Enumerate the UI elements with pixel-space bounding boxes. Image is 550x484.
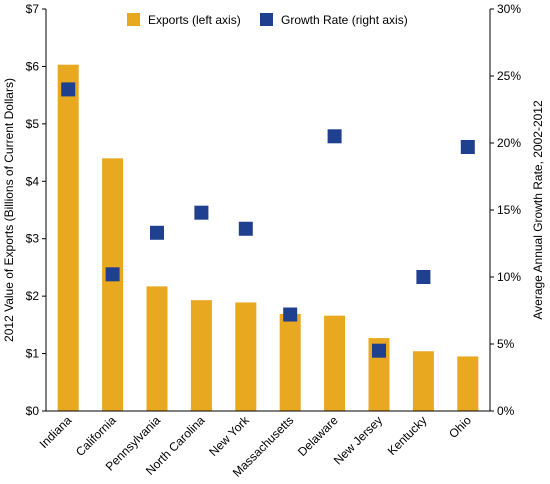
growth-rate-points — [61, 82, 475, 358]
left-tick-label: $5 — [26, 117, 40, 131]
right-tick-label: 15% — [497, 203, 521, 217]
x-tick-label: New York — [206, 413, 252, 459]
bar-indiana — [57, 64, 79, 411]
x-tick-label: Ohio — [446, 413, 474, 441]
left-tick-labels: $0 $1 $2 $3 $4 $5 $6 $7 — [26, 2, 40, 418]
right-tick-label: 0% — [497, 404, 515, 418]
point-north-carolina — [194, 205, 209, 220]
legend-exports-label: Exports (left axis) — [148, 13, 241, 27]
x-tick-label: Indiana — [37, 413, 75, 451]
bar-ohio — [457, 356, 479, 411]
bar-california — [102, 158, 124, 411]
left-tick-label: $6 — [26, 59, 40, 73]
point-kentucky — [416, 270, 431, 284]
right-tick-label: 30% — [497, 2, 521, 16]
point-ohio — [460, 140, 475, 155]
point-pennsylvania — [150, 225, 164, 240]
point-massachusetts — [283, 307, 298, 322]
left-tick-label: $7 — [26, 2, 40, 16]
legend-growth-label: Growth Rate (right axis) — [281, 13, 408, 27]
left-tick-label: $0 — [26, 404, 40, 418]
right-tick-label: 5% — [497, 337, 515, 351]
bar-delaware — [324, 315, 346, 411]
bar-pennsylvania — [146, 286, 168, 411]
point-delaware — [327, 129, 342, 144]
bar-kentucky — [412, 351, 434, 411]
point-new-jersey — [372, 343, 386, 358]
right-tick-labels: 0% 5% 10% 15% 20% 25% 30% — [497, 2, 521, 418]
left-tick-label: $1 — [26, 347, 40, 361]
right-tick-label: 25% — [497, 69, 521, 83]
legend: Exports (left axis) Growth Rate (right a… — [127, 13, 408, 27]
left-axis-title: 2012 Value of Exports (Billions of Curre… — [2, 78, 16, 342]
bar-north-carolina — [190, 300, 212, 411]
x-tick-label: Kentucky — [385, 413, 430, 458]
right-tick-label: 20% — [497, 136, 521, 150]
export-bars — [57, 64, 479, 411]
bar-massachusetts — [279, 313, 301, 411]
right-axis-title: Average Annual Growth Rate, 2002-2012 — [531, 100, 545, 320]
axes — [42, 8, 494, 412]
legend-exports-swatch — [127, 13, 140, 26]
left-tick-label: $4 — [26, 174, 40, 188]
point-indiana — [61, 82, 76, 97]
point-california — [105, 267, 120, 282]
right-tick-label: 10% — [497, 270, 521, 284]
left-tick-label: $2 — [26, 289, 40, 303]
bar-new-york — [235, 302, 257, 411]
point-new-york — [238, 221, 253, 236]
x-tick-label: California — [73, 413, 119, 459]
x-tick-label: New Jersey — [331, 413, 385, 467]
legend-growth-swatch — [260, 13, 273, 26]
x-tick-label: Delaware — [295, 413, 341, 459]
left-tick-label: $3 — [26, 232, 40, 246]
